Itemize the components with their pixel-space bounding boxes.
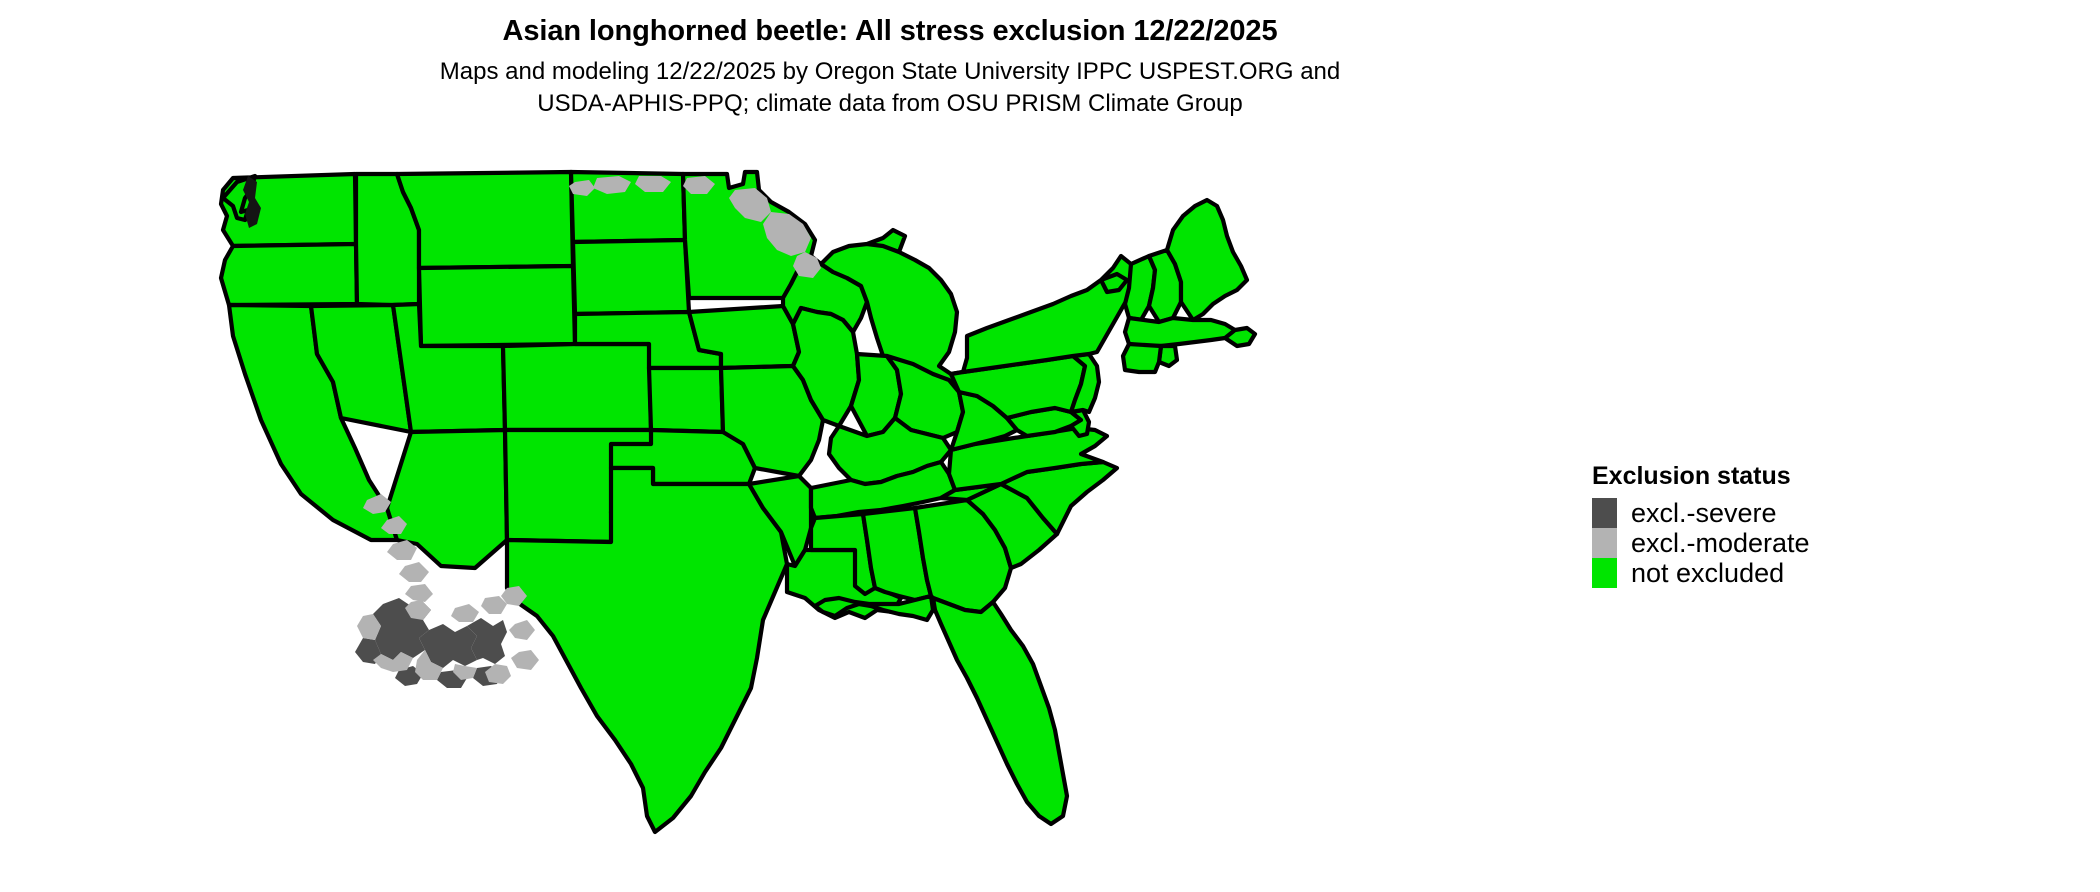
state-KS xyxy=(646,365,726,435)
state-WY xyxy=(416,263,578,349)
title-block: Asian longhorned beetle: All stress excl… xyxy=(0,14,1780,120)
state-OH xyxy=(884,353,966,441)
state-FL xyxy=(812,593,1070,827)
state-NY xyxy=(960,253,1138,375)
state-DE xyxy=(1068,407,1092,439)
state-OR xyxy=(218,241,360,308)
state-VA xyxy=(946,425,1110,493)
subtitle-line-1: Maps and modeling 12/22/2025 by Oregon S… xyxy=(439,58,1341,85)
legend-item-not-excluded[interactable]: not excluded xyxy=(1592,558,1922,588)
state-MA xyxy=(1122,315,1258,349)
state-MN xyxy=(680,169,818,301)
legend-swatch-not-excluded xyxy=(1592,558,1617,588)
exclusion-moderate-north xyxy=(569,176,821,278)
map-legend: Exclusion status excl.-severe excl.-mode… xyxy=(1592,462,1922,588)
puget-sound xyxy=(243,176,261,228)
exclusion-severe-southwest xyxy=(355,598,507,688)
page-subtitle: Maps and modeling 12/22/2025 by Oregon S… xyxy=(0,56,1780,120)
page-title: Asian longhorned beetle: All stress excl… xyxy=(502,15,1278,47)
state-WA xyxy=(218,171,359,249)
state-CT xyxy=(1120,341,1164,375)
state-NJ xyxy=(1068,351,1102,415)
legend-label-excl-moderate: excl.-moderate xyxy=(1631,528,1810,558)
state-ME xyxy=(1164,197,1250,323)
legend-item-excl-moderate[interactable]: excl.-moderate xyxy=(1592,528,1922,558)
state-SD xyxy=(570,237,692,317)
legend-label-excl-severe: excl.-severe xyxy=(1631,498,1777,528)
legend-title: Exclusion status xyxy=(1592,462,1791,490)
legend-label-not-excluded: not excluded xyxy=(1631,558,1785,588)
legend-item-excl-severe[interactable]: excl.-severe xyxy=(1592,498,1922,528)
us-choropleth-map xyxy=(215,168,1590,883)
states-layer xyxy=(218,169,1258,835)
exclusion-moderate-southwest xyxy=(357,494,539,684)
subtitle-line-2: USDA-APHIS-PPQ; climate data from OSU PR… xyxy=(537,90,1243,117)
state-MT xyxy=(394,169,576,271)
legend-rows: excl.-severe excl.-moderate not excluded xyxy=(1592,498,1922,588)
legend-swatch-excl-severe xyxy=(1592,498,1617,528)
state-CO xyxy=(500,341,654,433)
us-map-svg xyxy=(218,169,1258,835)
legend-swatch-excl-moderate xyxy=(1592,528,1617,558)
